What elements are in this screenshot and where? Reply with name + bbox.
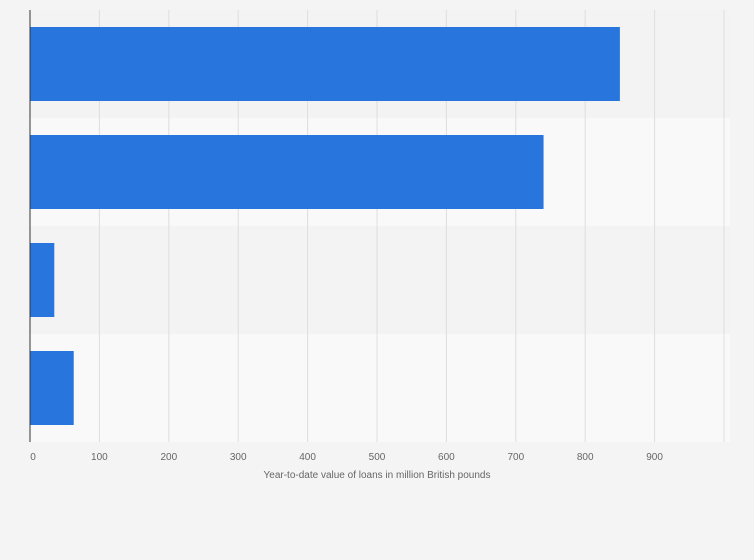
bar-2	[30, 135, 544, 209]
x-axis-ticks: 0 100 200 300 400 500 600 700 800 900	[30, 452, 663, 463]
x-tick-label-400: 400	[299, 452, 316, 463]
x-axis-title: Year-to-date value of loans in million B…	[264, 470, 491, 481]
x-tick-label-700: 700	[507, 452, 524, 463]
bar-1	[30, 27, 620, 101]
x-tick-label-300: 300	[230, 452, 247, 463]
x-tick-label-200: 200	[160, 452, 177, 463]
x-tick-label-500: 500	[369, 452, 386, 463]
x-tick-label-800: 800	[577, 452, 594, 463]
bar-3	[30, 243, 55, 317]
x-tick-label-900: 900	[646, 452, 663, 463]
row-band-3	[30, 226, 730, 334]
x-tick-label-0: 0	[30, 452, 36, 463]
row-band-4	[30, 334, 730, 442]
x-tick-label-600: 600	[438, 452, 455, 463]
bar-4	[30, 351, 74, 425]
x-tick-label-100: 100	[91, 452, 108, 463]
bars	[30, 27, 620, 425]
